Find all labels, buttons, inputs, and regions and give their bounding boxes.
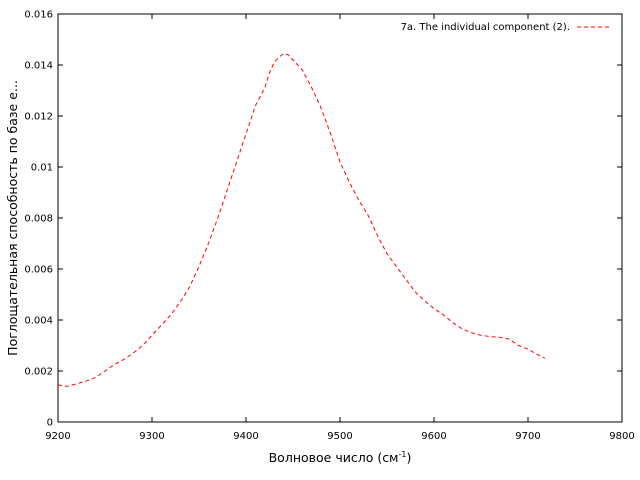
y-tick-label: 0.004 [24,316,53,327]
plot-frame [58,14,622,422]
y-tick-label: 0 [47,418,53,429]
x-tick-label: 9400 [233,431,258,442]
x-tick-label: 9500 [327,431,352,442]
x-axis-title: Волновое число (см-1) [269,450,412,465]
y-tick-label: 0.01 [31,163,53,174]
axis-ticks [58,14,622,422]
x-tick-label: 9200 [45,431,70,442]
legend: 7a. The individual component (2). [401,22,610,33]
legend-label: 7a. The individual component (2). [401,22,570,33]
series-line [58,54,545,387]
x-tick-label: 9600 [421,431,446,442]
x-tick-label: 9700 [515,431,540,442]
x-tick-label: 9800 [609,431,634,442]
y-tick-label: 0.016 [24,10,53,21]
tick-labels: 9200 9300 9400 9500 9600 9700 9800 0 0.002 0.004 0… [24,10,634,443]
y-tick-label: 0.002 [24,367,53,378]
y-tick-label: 0.012 [24,112,53,123]
y-axis-title: Поглощательная способность по базе е... [5,80,20,356]
y-tick-label: 0.006 [24,265,53,276]
series-layer [58,54,545,387]
x-tick-label: 9300 [139,431,164,442]
y-tick-label: 0.008 [24,214,53,225]
y-tick-label: 0.014 [24,61,53,72]
